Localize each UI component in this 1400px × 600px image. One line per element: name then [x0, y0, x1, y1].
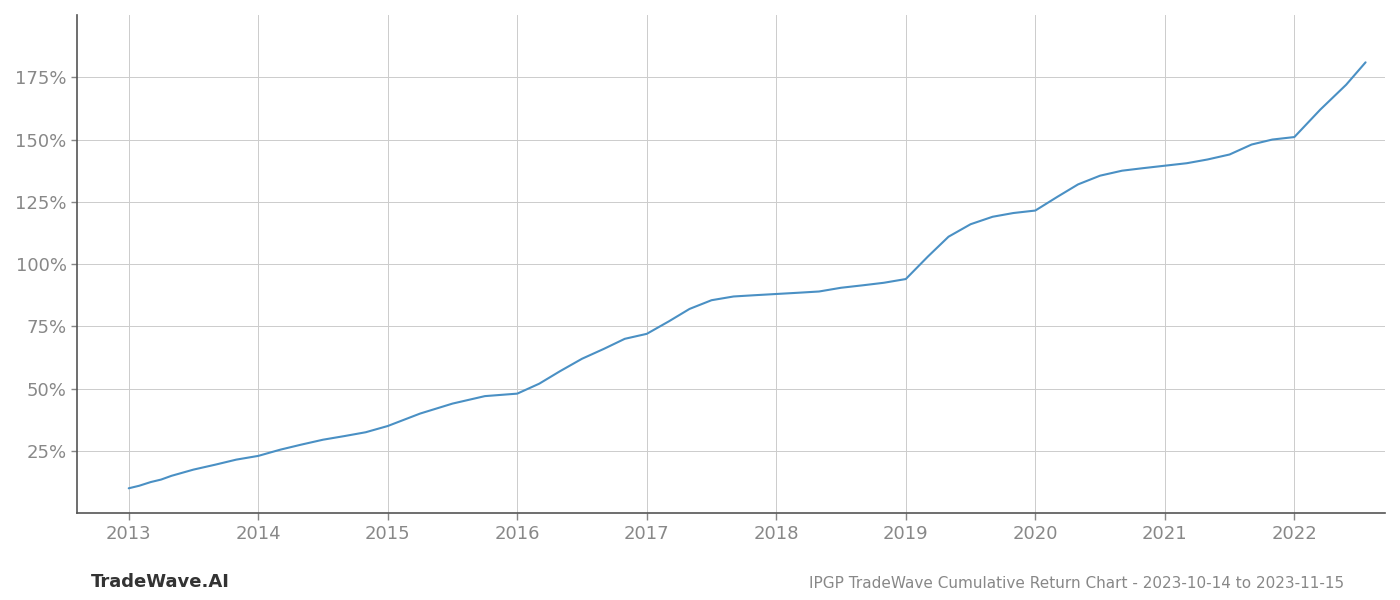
- Text: TradeWave.AI: TradeWave.AI: [91, 573, 230, 591]
- Text: IPGP TradeWave Cumulative Return Chart - 2023-10-14 to 2023-11-15: IPGP TradeWave Cumulative Return Chart -…: [809, 576, 1344, 591]
